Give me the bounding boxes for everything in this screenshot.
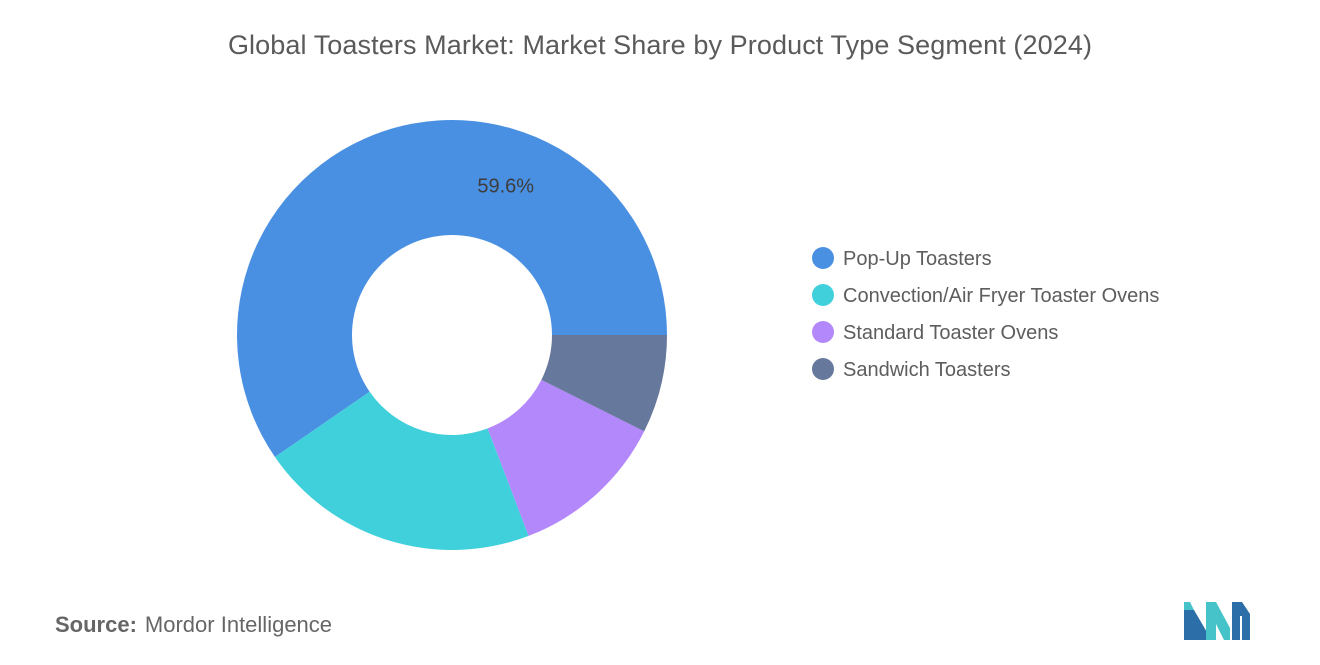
chart-title: Global Toasters Market: Market Share by … <box>227 30 1093 60</box>
pie-slice-4 <box>541 335 667 432</box>
source-label: Source: <box>55 612 137 637</box>
legend-item-2: Convection/Air Fryer Toaster Ovens <box>812 282 1192 311</box>
source-line: Source: Mordor Intelligence <box>55 612 332 638</box>
legend-item-4: Sandwich Toasters <box>812 356 1192 385</box>
data-label-1: 59.6% <box>477 176 534 198</box>
legend-item-3: Standard Toaster Ovens <box>812 319 1192 348</box>
legend-swatch-icon <box>812 247 834 269</box>
legend-label: Standard Toaster Ovens <box>843 322 1059 344</box>
legend-label: Sandwich Toasters <box>843 359 1011 381</box>
pie-slice-1 <box>237 120 667 457</box>
pie-slice-3 <box>487 379 645 536</box>
legend-swatch-icon <box>812 358 834 380</box>
legend-item-1: Pop-Up Toasters <box>812 245 1192 274</box>
chart-legend: Pop-Up Toasters Convection/Air Fryer Toas… <box>812 245 1192 393</box>
legend-swatch-icon <box>812 284 834 306</box>
pie-slice-2 <box>274 391 529 551</box>
mordor-intelligence-logo-icon <box>1184 602 1250 640</box>
source-value: Mordor Intelligence <box>144 612 333 637</box>
legend-label: Pop-Up Toasters <box>843 248 992 270</box>
legend-swatch-icon <box>812 321 834 343</box>
legend-label: Convection/Air Fryer Toaster Ovens <box>843 285 1160 307</box>
